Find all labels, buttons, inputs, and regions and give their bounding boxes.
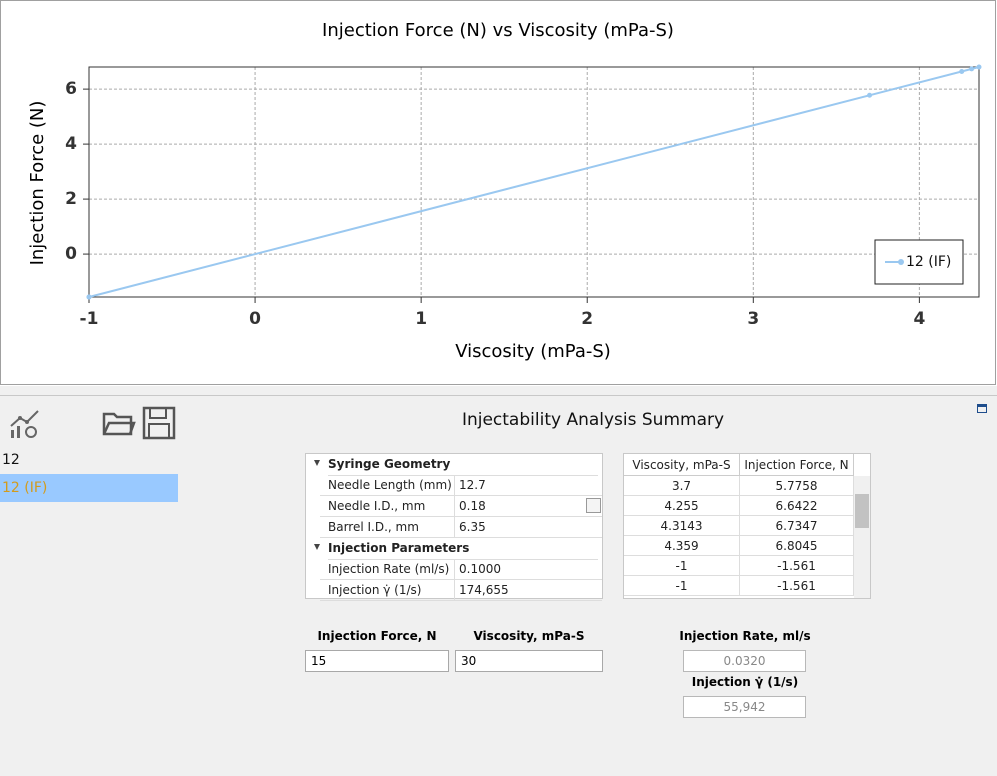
output-box: 55,942 (683, 696, 806, 718)
data-point (959, 68, 965, 74)
data-table: Viscosity, mPa-S Injection Force, N 3.7 5.7… (623, 453, 871, 599)
column-header: Viscosity, mPa-S (624, 454, 740, 476)
input-box[interactable]: 15 (305, 650, 449, 672)
column-header: Injection Force, N (740, 454, 854, 476)
property-value: 0.1000 (455, 559, 602, 580)
x-tick-label: -1 (80, 309, 99, 329)
table-cell: 6.7347 (740, 516, 854, 536)
table-cell: 4.3143 (624, 516, 740, 536)
save-icon[interactable] (142, 406, 176, 440)
legend-marker (898, 259, 904, 265)
group-arrow[interactable] (314, 544, 320, 550)
property-value: 174,655 (455, 580, 602, 601)
x-tick-label: 4 (913, 309, 925, 329)
group-arrow[interactable] (314, 460, 320, 466)
group-header: Injection Parameters (328, 538, 598, 560)
summary-title: Injectability Analysis Summary (461, 410, 725, 430)
x-tick-label: 2 (581, 309, 593, 329)
input-label: Viscosity, mPa-S (473, 629, 585, 643)
chart-settings-icon[interactable] (8, 406, 44, 442)
y-axis-label: Injection Force (N) (27, 101, 48, 266)
chart-title: Injection Force (N) vs Viscosity (mPa-S) (322, 20, 674, 41)
scrollbar-thumb[interactable] (855, 494, 869, 528)
minimize-button[interactable] (977, 404, 987, 413)
data-point (86, 294, 92, 300)
table-cell: 6.8045 (740, 536, 854, 556)
property-name: Barrel I.D., mm (320, 517, 455, 538)
plot-border (88, 66, 980, 298)
splitter[interactable] (0, 386, 997, 396)
output-box: 0.0320 (683, 650, 806, 672)
property-value: 6.35 (455, 517, 602, 538)
series-item[interactable]: 12 (IF) (0, 474, 178, 502)
y-tick-label: 2 (65, 189, 77, 209)
table-cell: -1.561 (740, 576, 854, 596)
property-grid: Syringe Geometry Needle Length (mm) 12.7 Ne… (305, 453, 603, 601)
property-name: Injection Rate (ml/s) (320, 559, 455, 580)
table-cell: -1 (624, 576, 740, 596)
input-label: Injection Force, N (317, 629, 437, 643)
x-tick-label: 0 (249, 309, 261, 329)
table-cell: 4.255 (624, 496, 740, 516)
table-cell: -1 (624, 556, 740, 576)
open-icon[interactable] (102, 408, 136, 438)
data-point (867, 92, 873, 98)
x-tick-label: 3 (747, 309, 759, 329)
table-cell: -1.561 (740, 556, 854, 576)
legend-label: 12 (IF) (906, 254, 951, 270)
series-item[interactable]: 12 (2, 452, 20, 468)
property-name: Needle Length (mm) (320, 475, 455, 496)
table-cell: 3.7 (624, 476, 740, 496)
table-cell: 4.359 (624, 536, 740, 556)
property-value: 12.7 (455, 475, 602, 496)
property-name: Needle I.D., mm (320, 496, 455, 517)
group-header: Syringe Geometry (328, 454, 598, 476)
chart: Injection Force (N) vs Viscosity (mPa-S)… (0, 0, 997, 386)
y-tick-label: 4 (65, 134, 77, 154)
output-label: Injection γ̇ (1/s) (691, 675, 799, 689)
property-value: 0.18 (455, 496, 602, 517)
dropdown-button[interactable] (586, 498, 601, 513)
data-point (976, 64, 982, 70)
y-tick-label: 6 (65, 79, 77, 99)
input-box[interactable]: 30 (455, 650, 603, 672)
output-label: Injection Rate, ml/s (679, 629, 811, 643)
table-cell: 5.7758 (740, 476, 854, 496)
y-tick-label: 0 (65, 244, 77, 264)
table-cell: 6.6422 (740, 496, 854, 516)
property-name: Injection γ̇ (1/s) (320, 580, 455, 601)
data-point (969, 66, 975, 72)
x-tick-label: 1 (415, 309, 427, 329)
x-axis-label: Viscosity (mPa-S) (455, 341, 611, 362)
